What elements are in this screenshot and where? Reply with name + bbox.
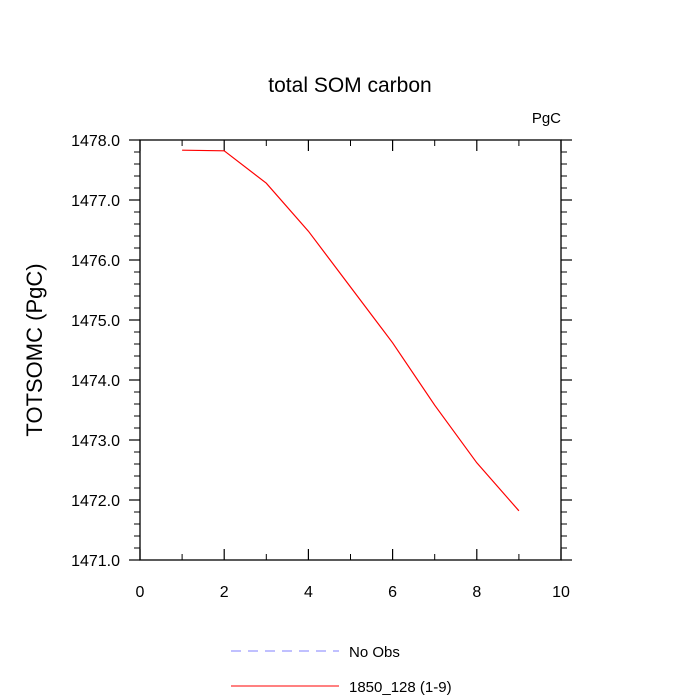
legend-label: 1850_128 (1-9) <box>349 679 452 696</box>
chart-title: total SOM carbon <box>268 74 431 97</box>
series-lines <box>182 149 520 512</box>
legend-label: No Obs <box>349 644 400 661</box>
axis-tick-labels: 0 2 4 6 8 10 1471.0 1472.0 1473.0 1474.0 1475.0 147… <box>71 133 570 601</box>
y-tick-label: 1476.0 <box>71 253 120 270</box>
y-tick-label: 1478.0 <box>71 133 120 150</box>
x-tick-label: 6 <box>388 584 397 601</box>
y-tick-label: 1471.0 <box>71 553 120 570</box>
legend: No Obs 1850_128 (1-9) <box>231 644 452 696</box>
y-tick-label: 1472.0 <box>71 493 120 510</box>
x-tick-label: 8 <box>472 584 481 601</box>
series-line <box>182 149 520 512</box>
units-label: PgC <box>532 110 561 127</box>
x-tick-label: 0 <box>136 584 145 601</box>
y-tick-label: 1474.0 <box>71 373 120 390</box>
axis-ticks <box>129 139 572 561</box>
plot-area-frame <box>139 139 562 561</box>
y-tick-label: 1475.0 <box>71 313 120 330</box>
y-tick-label: 1477.0 <box>71 193 120 210</box>
y-tick-label: 1473.0 <box>71 433 120 450</box>
y-axis-label: TOTSOMC (PgC) <box>22 263 47 436</box>
x-tick-label: 4 <box>304 584 313 601</box>
x-tick-label: 10 <box>552 584 570 601</box>
x-tick-label: 2 <box>220 584 229 601</box>
